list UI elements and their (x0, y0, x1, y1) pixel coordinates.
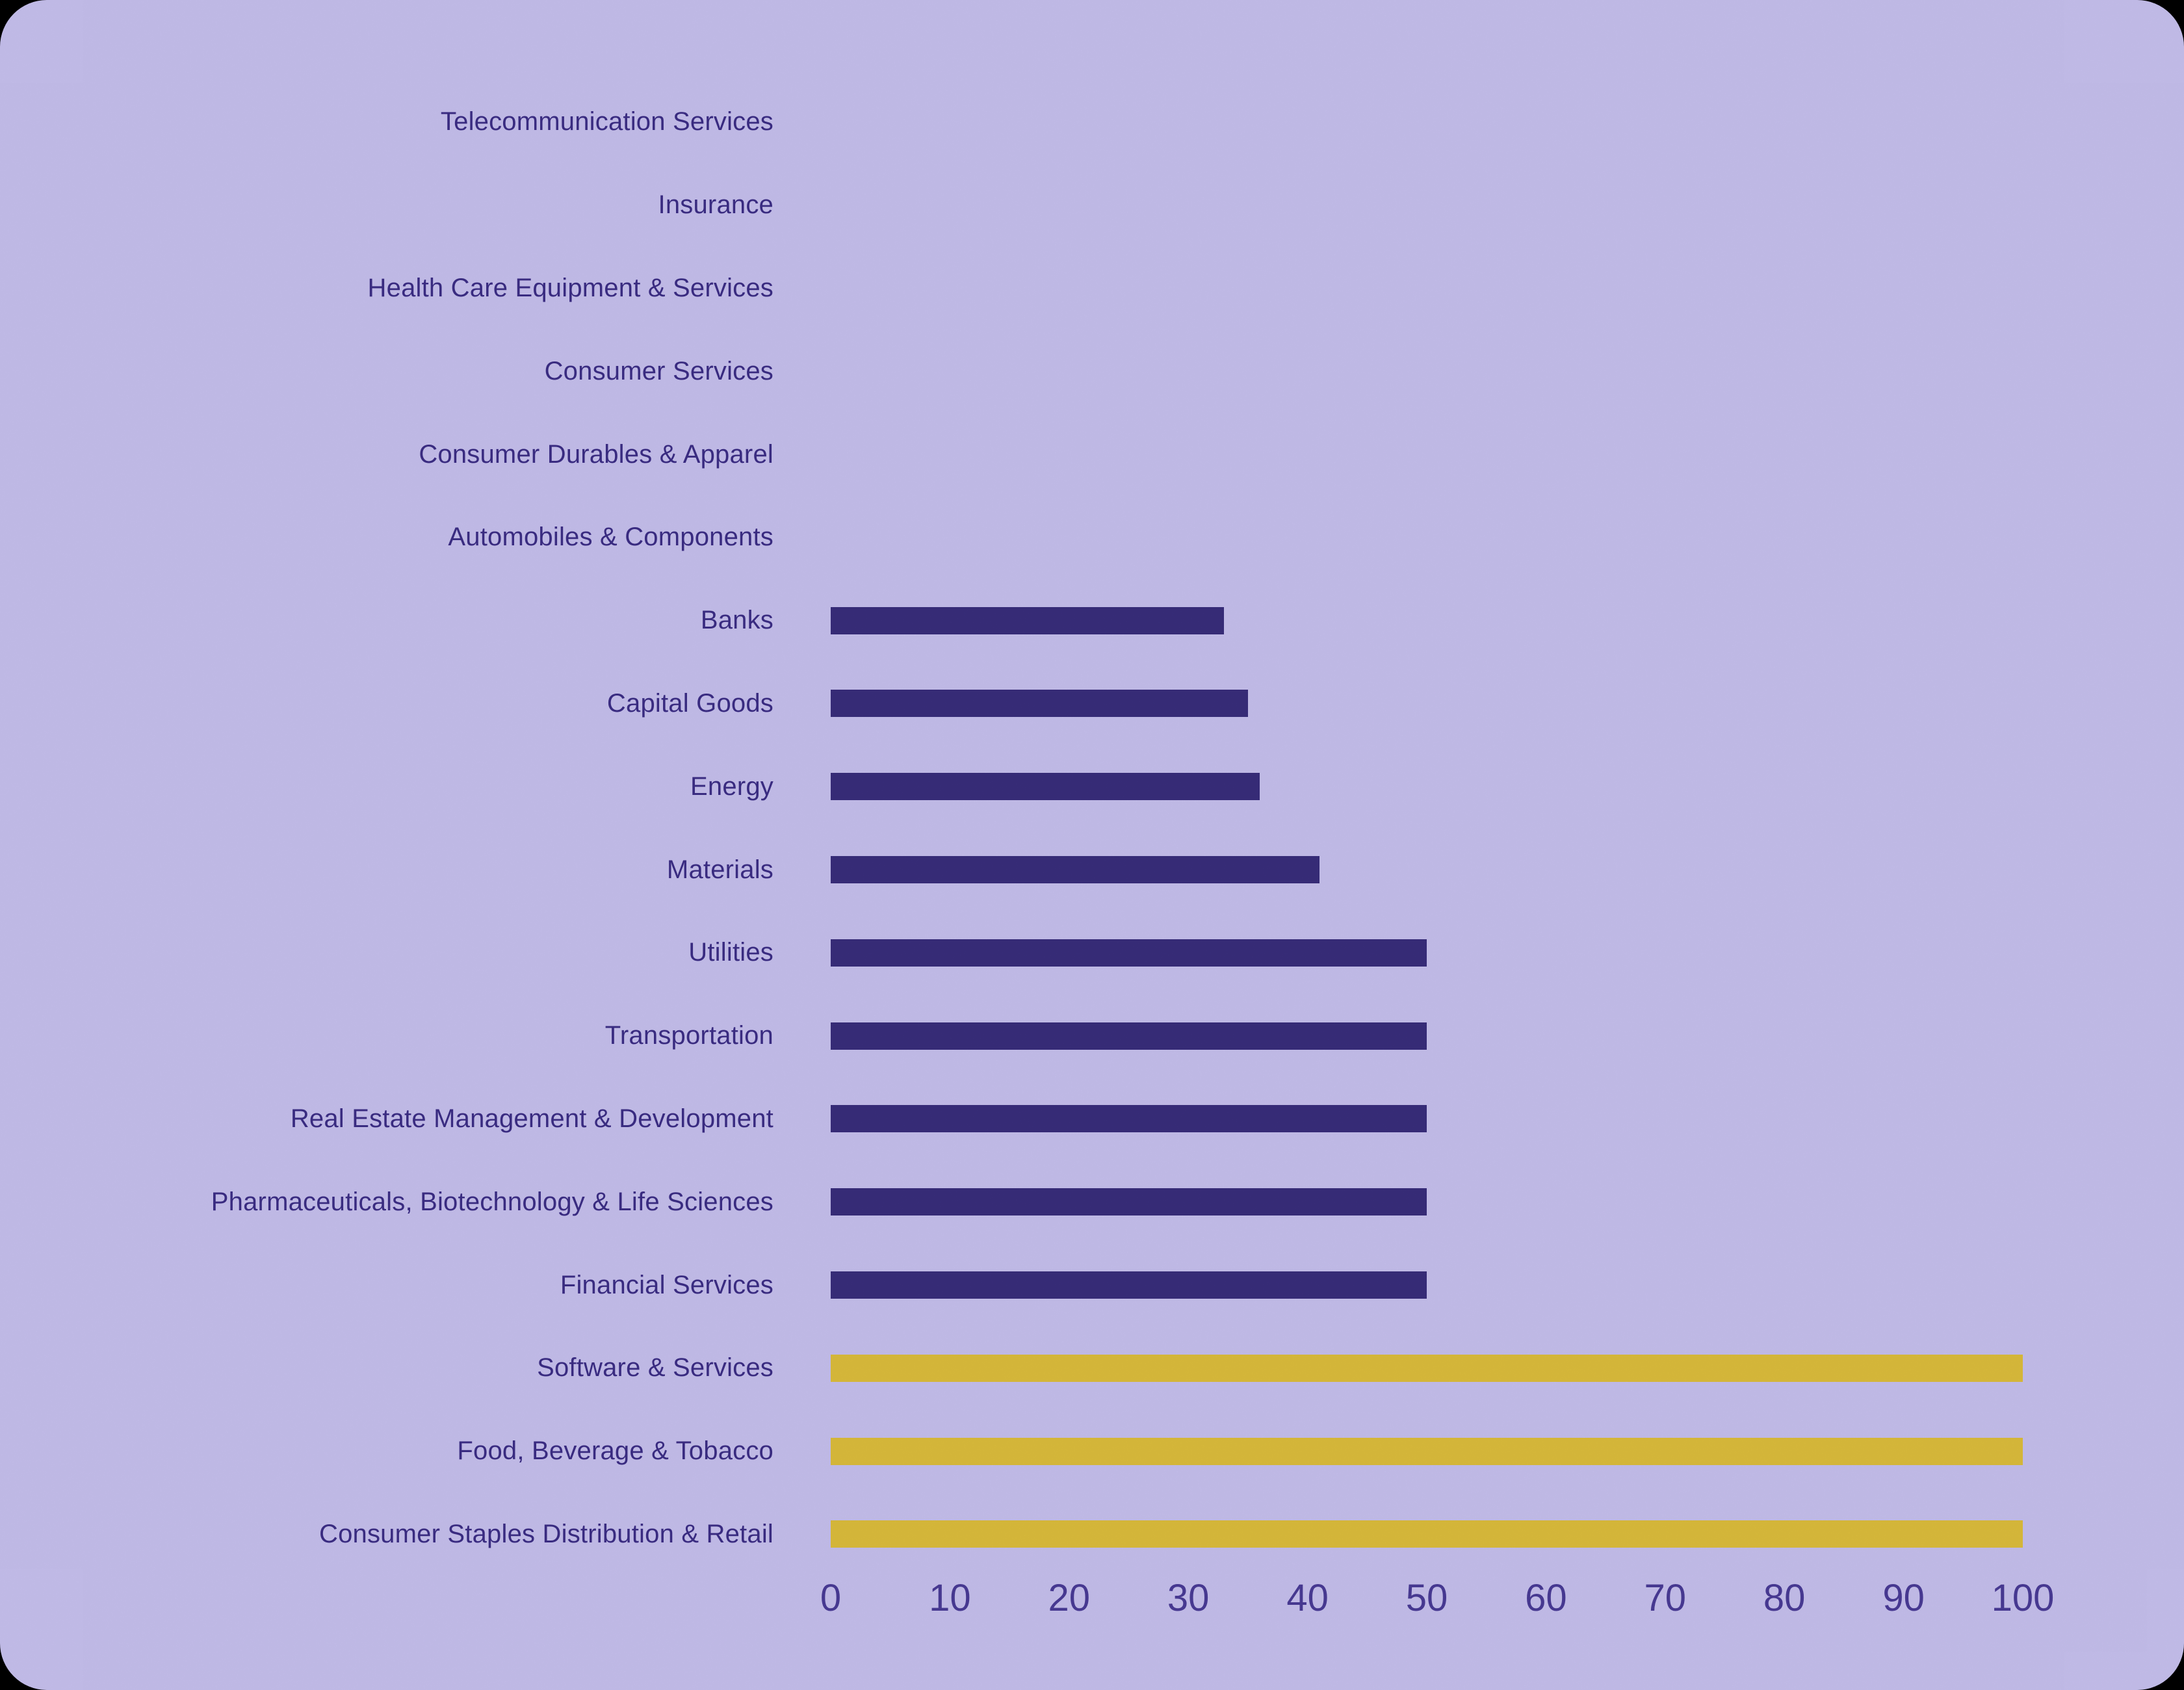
chart-row: Food, Beverage & Tobacco (0, 1410, 2184, 1493)
category-label: Automobiles & Components (448, 523, 774, 552)
bar-track (831, 1271, 2023, 1299)
bar-track (831, 192, 2023, 219)
category-label: Banks (700, 606, 774, 635)
category-bar (831, 1354, 2023, 1382)
chart-row: Insurance (0, 164, 2184, 247)
chart-row: Banks (0, 579, 2184, 662)
x-tick-label: 70 (1644, 1577, 1687, 1619)
bar-track (831, 1105, 2023, 1133)
category-bar (831, 606, 1225, 634)
category-label: Utilities (688, 938, 774, 967)
category-label: Consumer Durables & Apparel (419, 439, 774, 469)
bar-track (831, 109, 2023, 136)
x-tick-label: 90 (1882, 1577, 1925, 1619)
chart-row: Financial Services (0, 1243, 2184, 1327)
chart-row: Materials (0, 828, 2184, 911)
category-label: Real Estate Management & Development (290, 1104, 774, 1133)
category-bar (831, 773, 1260, 801)
category-bar (831, 939, 1427, 967)
x-tick-label: 10 (929, 1577, 971, 1619)
bar-track (831, 690, 2023, 718)
category-bar (831, 1437, 2023, 1465)
bar-track (831, 524, 2023, 551)
chart-row: Real Estate Management & Development (0, 1078, 2184, 1161)
chart-row: Automobiles & Components (0, 496, 2184, 579)
bar-track (831, 1022, 2023, 1050)
chart-row: Transportation (0, 994, 2184, 1078)
category-bar (831, 1188, 1427, 1216)
category-label: Energy (690, 772, 774, 801)
category-label: Insurance (658, 190, 774, 220)
chart-row: Health Care Equipment & Services (0, 247, 2184, 330)
chart-row: Consumer Durables & Apparel (0, 413, 2184, 496)
bar-track (831, 856, 2023, 884)
chart-row: Energy (0, 745, 2184, 828)
bar-track (831, 441, 2023, 468)
x-axis: 0 10 20 30 40 50 60 70 80 90 100 (820, 1576, 2055, 1621)
x-tick-label: 30 (1167, 1577, 1210, 1619)
bar-track (831, 606, 2023, 634)
category-label: Materials (666, 855, 774, 884)
category-label: Telecommunication Services (440, 107, 774, 136)
x-tick-label: 100 (1991, 1577, 2055, 1619)
bar-track (831, 773, 2023, 801)
category-label: Consumer Services (544, 356, 774, 385)
x-tick-label: 50 (1405, 1577, 1448, 1619)
chart-row: Pharmaceuticals, Biotechnology & Life Sc… (0, 1160, 2184, 1243)
chart-row: Telecommunication Services (0, 81, 2184, 164)
category-label: Health Care Equipment & Services (367, 273, 774, 302)
bar-track (831, 1520, 2023, 1548)
category-bar (831, 690, 1248, 718)
bar-chart: Telecommunication Services Insurance Hea… (0, 81, 2184, 1576)
category-bar (831, 1022, 1427, 1050)
category-label: Pharmaceuticals, Biotechnology & Life Sc… (211, 1187, 774, 1216)
chart-row: Capital Goods (0, 662, 2184, 746)
chart-row: Consumer Staples Distribution & Retail (0, 1493, 2184, 1576)
chart-row: Software & Services (0, 1327, 2184, 1410)
bar-track (831, 1354, 2023, 1382)
bar-track (831, 274, 2023, 302)
x-tick-label: 20 (1048, 1577, 1091, 1619)
chart-row: Consumer Services (0, 330, 2184, 413)
category-label: Capital Goods (606, 688, 774, 718)
x-tick-label: 60 (1525, 1577, 1567, 1619)
category-label: Financial Services (560, 1270, 774, 1299)
x-tick-label: 40 (1286, 1577, 1329, 1619)
chart-row: Utilities (0, 911, 2184, 994)
x-tick-label: 80 (1763, 1577, 1806, 1619)
category-label: Consumer Staples Distribution & Retail (318, 1519, 774, 1548)
bar-track (831, 1188, 2023, 1216)
bar-track (831, 939, 2023, 967)
category-label: Software & Services (537, 1353, 774, 1383)
category-bar (831, 1520, 2023, 1548)
bar-track (831, 1437, 2023, 1465)
category-bar (831, 856, 1320, 884)
bar-track (831, 358, 2023, 385)
category-bar (831, 1105, 1427, 1133)
category-label: Transportation (604, 1021, 774, 1050)
category-bar (831, 1271, 1427, 1299)
category-label: Food, Beverage & Tobacco (457, 1436, 774, 1466)
x-tick-label: 0 (820, 1577, 842, 1619)
